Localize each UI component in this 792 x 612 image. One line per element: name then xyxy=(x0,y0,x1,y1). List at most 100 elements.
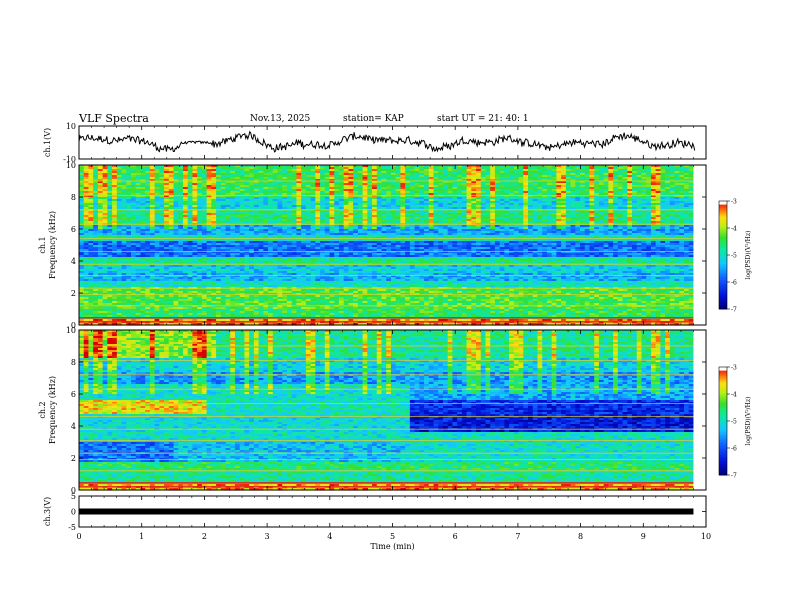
ch1-spectrogram-cell xyxy=(249,195,255,198)
ch1-spectrogram-cell xyxy=(485,199,491,202)
ch1-spectrogram-cell xyxy=(622,215,628,218)
ch1-spectrogram-cell xyxy=(537,195,543,198)
ch1-spectrogram-cell xyxy=(272,227,279,230)
ch1-spectrogram-cell xyxy=(225,203,231,206)
ch1-spectrogram-cell xyxy=(428,225,435,228)
ch1-spectrogram-cell xyxy=(513,219,520,222)
ch1-spectrogram-cell xyxy=(301,191,307,194)
ch1-spectrogram-cell xyxy=(646,235,652,238)
ch1-spectrogram-cell xyxy=(409,225,416,228)
ch1-spectrogram-cell xyxy=(684,197,690,200)
ch1-spectrogram-cell xyxy=(102,239,108,242)
ch1-spectrogram-cell xyxy=(291,217,298,220)
ch1-spectrogram-cell xyxy=(173,167,179,170)
ch1-spectrogram-cell xyxy=(286,167,293,170)
ch1-spectrogram-cell xyxy=(263,221,269,224)
ch1-spectrogram-cell xyxy=(655,189,661,192)
ch1-spectrogram-cell xyxy=(225,233,231,236)
ch1-spectrogram-cell xyxy=(376,235,383,238)
ch1-spectrogram-cell xyxy=(490,189,496,192)
ch1-spectrogram-cell xyxy=(296,193,302,196)
ch1-spectrogram-cell xyxy=(112,235,118,238)
ch1-spectrogram-cell xyxy=(353,221,359,224)
ch1-spectrogram-cell xyxy=(301,189,307,192)
ch1-spectrogram-cell xyxy=(168,195,175,198)
ch1-spectrogram-cell xyxy=(79,175,85,178)
ch1-spectrogram-cell xyxy=(669,205,676,208)
ch1-spectrogram-cell xyxy=(211,239,217,242)
ch1-spectrogram-cell xyxy=(164,189,170,192)
ch1-spectrogram-cell xyxy=(97,171,104,174)
ch1-spectrogram-cell xyxy=(461,177,468,180)
ch1-spectrogram-cell xyxy=(320,167,326,170)
ch1-spectrogram-cell xyxy=(343,165,350,168)
ch1-spectrogram-cell xyxy=(476,211,482,214)
ch1-spectrogram-cell xyxy=(636,177,643,180)
ch1-spectrogram-cell xyxy=(258,167,264,170)
ch1-spectrogram-cell xyxy=(480,213,487,216)
ch1-spectrogram-cell xyxy=(688,171,695,174)
ch1-spectrogram-cell xyxy=(650,179,657,182)
ch1-spectrogram-cell xyxy=(457,181,463,184)
ch1-spectrogram-cell xyxy=(253,201,260,204)
ch1-spectrogram-cell xyxy=(164,211,170,214)
ch1-spectrogram-cell xyxy=(362,239,368,242)
ch1-spectrogram-cell xyxy=(542,189,548,192)
ch1-spectrogram-cell xyxy=(537,211,543,214)
ch1-spectrogram-cell xyxy=(684,189,690,192)
ch1-spectrogram-cell xyxy=(580,195,586,198)
ch1-spectrogram-cell xyxy=(126,169,132,172)
ch1-spectrogram-cell xyxy=(239,227,246,230)
ch1-spectrogram-cell xyxy=(532,235,539,238)
ch1-spectrogram-cell xyxy=(140,197,146,200)
ch1-spectrogram-cell xyxy=(310,177,316,180)
ch1-spectrogram-cell xyxy=(310,207,316,210)
ch1-spectrogram-cell xyxy=(565,201,572,204)
ch1-spectrogram-cell xyxy=(414,215,420,218)
ch1-spectrogram-cell xyxy=(494,201,501,204)
ch1-spectrogram-cell xyxy=(447,227,454,230)
ch1-spectrogram-cell xyxy=(149,229,156,232)
ch1-spectrogram-cell xyxy=(424,175,430,178)
ch1-spectrogram-cell xyxy=(679,171,685,174)
ch1-spectrogram-cell xyxy=(320,211,326,214)
ch1-spectrogram-cell xyxy=(277,201,283,204)
ch1-spectrogram-cell xyxy=(301,175,307,178)
ch1-spectrogram-cell xyxy=(197,233,203,236)
ch1-spectrogram-cell xyxy=(348,225,354,228)
ch1-spectrogram-cell xyxy=(433,211,439,214)
ch1-spectrogram-cell xyxy=(669,199,676,202)
ch1-spectrogram-cell xyxy=(145,179,151,182)
ch1-spectrogram-cell xyxy=(216,203,222,206)
ch1-spectrogram-cell xyxy=(268,221,274,224)
ch1-spectrogram-cell xyxy=(362,219,368,222)
ch1-spectrogram-cell xyxy=(594,199,600,202)
ch1-spectrogram-cell xyxy=(476,215,482,218)
ch1-spectrogram-cell xyxy=(348,187,354,190)
ch1-spectrogram-cell xyxy=(476,179,482,182)
ch1-spectrogram-cell xyxy=(353,203,359,206)
ch1-spectrogram-cell xyxy=(655,209,661,212)
ch1-spectrogram-cell xyxy=(126,191,132,194)
ch1-spectrogram-cell xyxy=(679,191,685,194)
ch1-spectrogram-cell xyxy=(546,195,553,198)
ch1-spectrogram-cell xyxy=(390,233,397,236)
ch1-spectrogram-cell xyxy=(277,239,283,242)
ch1-spectrogram-cell xyxy=(372,233,378,236)
ch1-spectrogram-cell xyxy=(126,193,132,196)
ch1-spectrogram-cell xyxy=(608,217,614,220)
ch1-spectrogram-cell xyxy=(414,179,420,182)
ch1-spectrogram-cell xyxy=(471,225,477,228)
ch1-spectrogram-cell xyxy=(178,187,184,190)
ch1-spectrogram-cell xyxy=(83,211,90,214)
ch1-spectrogram-cell xyxy=(121,227,127,230)
ch1-spectrogram-cell xyxy=(688,191,695,194)
ch1-spectrogram-cell xyxy=(405,203,411,206)
ch1-spectrogram-cell xyxy=(216,179,222,182)
ch1-spectrogram-cell xyxy=(428,219,435,222)
ch1-spectrogram-cell xyxy=(353,219,359,222)
ch1-spectrogram-cell xyxy=(627,219,633,222)
ch1-spectrogram-cell xyxy=(83,165,90,168)
ch1-spectrogram-cell xyxy=(201,209,208,212)
